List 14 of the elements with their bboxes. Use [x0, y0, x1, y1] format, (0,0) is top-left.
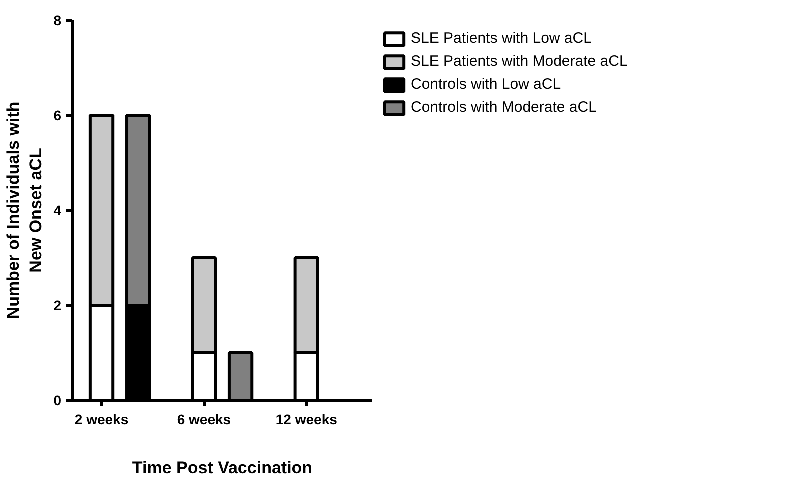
y-tick-label: 8	[54, 12, 62, 28]
y-tick-label: 4	[54, 202, 62, 218]
y-tick-label: 6	[54, 108, 62, 124]
y-axis-title: Number of Individuals with New Onset aCL	[4, 102, 46, 320]
x-axis-title: Time Post Vaccination	[132, 458, 313, 478]
x-tick-label: 2 weeks	[74, 412, 129, 428]
x-tick-label: 6 weeks	[177, 412, 232, 428]
legend-label: Controls with Low aCL	[411, 76, 562, 93]
legend-label: SLE Patients with Low aCL	[411, 30, 592, 47]
x-tick-label: 12 weeks	[276, 412, 338, 428]
legend-label: Controls with Moderate aCL	[411, 99, 597, 116]
y-tick-label: 0	[54, 392, 62, 408]
legend-label: SLE Patients with Moderate aCL	[411, 53, 628, 70]
y-tick-label: 2	[54, 298, 62, 314]
